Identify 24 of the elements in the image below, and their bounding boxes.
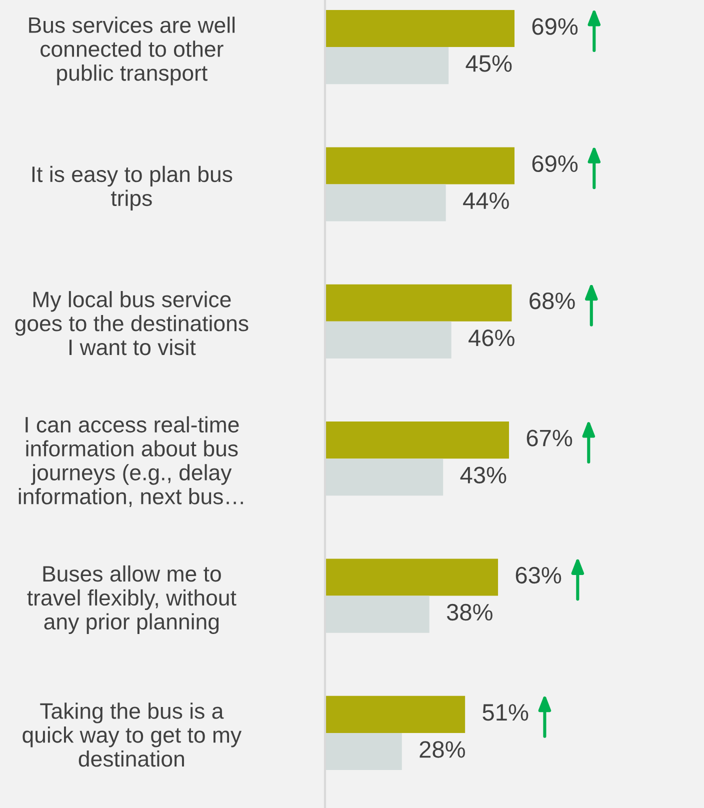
y-tick-label: Buses allow me to travel flexibly, without any prior planning: [27, 565, 236, 634]
y-tick-label: I can access real-time information about bus journeys (e.g., delay information, next bus…: [18, 416, 243, 508]
data-label: 68%: [530, 292, 575, 310]
bar: [325, 422, 510, 459]
y-tick-label: It is easy to plan bus trips: [32, 166, 232, 210]
data-label: 38%: [446, 604, 492, 621]
data-label: 69%: [532, 18, 578, 35]
bar: [325, 10, 514, 48]
data-label: 28%: [420, 741, 465, 758]
data-label: 67%: [526, 430, 572, 446]
data-label: 44%: [463, 192, 509, 209]
y-tick-label: Bus services are well connected to other public transport: [29, 16, 235, 86]
data-label: 51%: [482, 704, 528, 721]
data-label: 63%: [516, 566, 562, 584]
bar: [325, 284, 512, 322]
bar: [325, 147, 514, 184]
data-label: 43%: [460, 466, 506, 484]
data-label: 45%: [466, 55, 512, 72]
data-label: 46%: [468, 330, 514, 346]
bar: [325, 558, 498, 596]
y-tick-label: My local bus service goes to the destinations I want to visit: [15, 291, 248, 356]
bar: [325, 696, 466, 733]
y-tick-label: Taking the bus is a quick way to get to my destination: [22, 702, 242, 767]
data-label: 69%: [532, 155, 578, 172]
